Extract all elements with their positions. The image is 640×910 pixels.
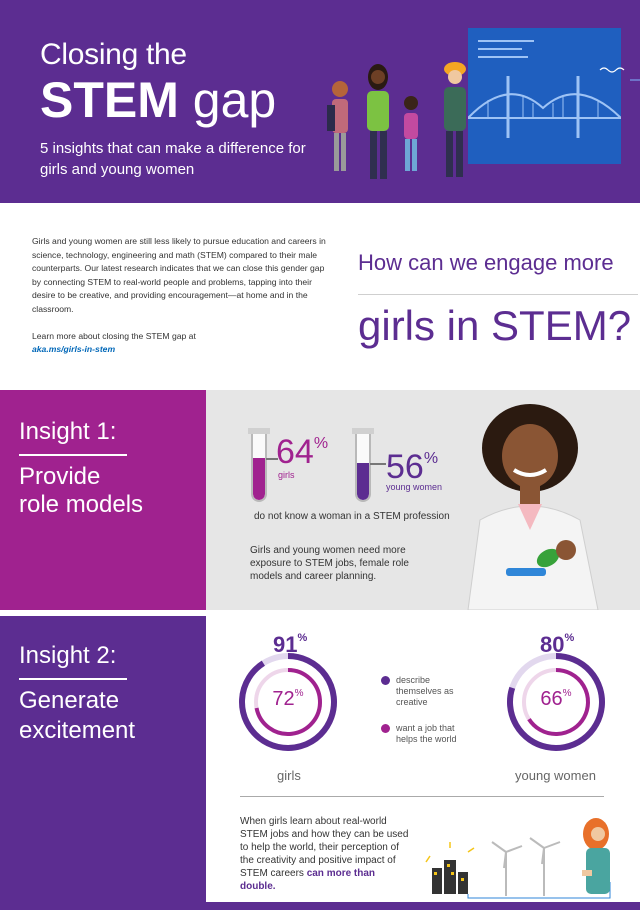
insight2-body-text: When girls learn about real-world STEM j… <box>240 816 409 879</box>
girls-inner-value: 72% <box>268 688 308 711</box>
girls-inner-arc <box>254 668 322 736</box>
girls-in-stem-link[interactable]: aka.ms/girls-in-stem <box>32 344 116 354</box>
legend-help-world-text: want a job that helps the world <box>396 723 457 744</box>
tube2-tick <box>370 463 386 465</box>
legend-creative-text: describe themselves as creative <box>396 675 454 707</box>
insight2-divider-line <box>240 796 604 797</box>
insight1-body: Girls and young women need more exposure… <box>250 545 409 582</box>
girls-test-tube <box>251 434 267 502</box>
young-women-percent-value: 56 <box>386 448 424 486</box>
insight2-panel: Insight 2: Generate excitement <box>0 616 206 902</box>
tube1-tick <box>266 458 278 460</box>
young-women-outer-arc <box>507 653 605 751</box>
young-women-outer-value: 80% <box>540 632 574 658</box>
insight2-title: Insight 2: <box>19 642 117 669</box>
bridge-icon <box>468 76 621 138</box>
young-women-test-tube <box>355 434 371 502</box>
tube2-cap <box>352 428 374 434</box>
title-line1: Closing the <box>40 38 187 71</box>
intro-section: Girls and young women are still less lik… <box>0 203 640 390</box>
learn-more-text: Learn more about closing the STEM gap at <box>32 331 196 341</box>
insight2-divider <box>19 678 127 680</box>
young-women-label: young women <box>386 482 443 492</box>
header-subtitle: 5 insights that can make a difference fo… <box>40 140 306 178</box>
question-line2: girls in STEM? <box>358 302 632 349</box>
title-bold: STEM <box>40 72 179 128</box>
young-women-inner-value: 66% <box>536 688 576 711</box>
legend-creative-dot <box>381 676 390 685</box>
header-banner: Closing the STEM gap 5 insights that can… <box>0 0 640 203</box>
insight2-subtitle-line1: Generate <box>19 687 120 714</box>
young-women-percent-unit: % <box>423 450 439 467</box>
insight2-subtitle-line2: excitement <box>19 717 136 744</box>
insight1-caption: do not know a woman in a STEM profession <box>254 511 450 522</box>
page-title: STEM gap <box>40 70 276 130</box>
insight2-body-emphasis: can more than double. <box>240 868 376 892</box>
insight2-body: When girls learn about real-world STEM j… <box>240 815 410 893</box>
girls-inner-unit: % <box>294 688 304 699</box>
insight1-subtitle-line1: Provide <box>19 463 101 490</box>
young-women-outer-number: 80 <box>540 632 565 657</box>
young-women-percent: 56% <box>386 448 438 487</box>
renewable-energy-illustration <box>425 818 611 899</box>
insight1-divider <box>19 454 127 456</box>
footer-bar <box>0 902 640 910</box>
young-women-inner-unit: % <box>562 688 572 699</box>
title-light: gap <box>178 72 277 128</box>
girls-label: girls <box>278 470 295 480</box>
question-line1: How can we engage more <box>358 250 614 275</box>
young-women-tube-fill <box>357 463 369 500</box>
scientist-illustration <box>467 404 599 610</box>
students-illustration <box>327 62 466 179</box>
insight1-title: Insight 1: <box>19 418 117 445</box>
intro-paragraph: Girls and young women are still less lik… <box>32 236 326 314</box>
girls-inner-number: 72 <box>272 688 295 710</box>
girls-ring-chart <box>239 653 337 751</box>
girls-outer-value: 91% <box>273 632 307 658</box>
tube1-cap <box>248 428 270 434</box>
girls-ring-label: girls <box>277 768 301 783</box>
girls-outer-unit: % <box>297 632 308 644</box>
insight1-panel: Insight 1: Provide role models <box>0 390 206 610</box>
young-women-ring-chart <box>507 653 605 751</box>
girls-percent-unit: % <box>313 435 329 452</box>
girls-outer-number: 91 <box>273 632 298 657</box>
insight2-content <box>206 616 640 902</box>
decorative-lines <box>599 67 640 81</box>
girls-percent-value: 64 <box>276 433 314 471</box>
girls-tube-fill <box>253 457 265 500</box>
insight1-subtitle-line2: role models <box>19 491 144 518</box>
question-divider <box>358 294 638 295</box>
legend-help-world-dot <box>381 724 390 733</box>
young-women-ring-label: young women <box>515 768 596 783</box>
girls-outer-arc <box>239 653 337 751</box>
girls-percent: 64% <box>276 433 328 472</box>
young-women-outer-unit: % <box>564 632 575 644</box>
whiteboard-illustration <box>468 28 621 164</box>
young-women-inner-arc <box>527 668 590 736</box>
young-women-inner-number: 66 <box>540 688 563 710</box>
insight1-content <box>206 390 640 610</box>
